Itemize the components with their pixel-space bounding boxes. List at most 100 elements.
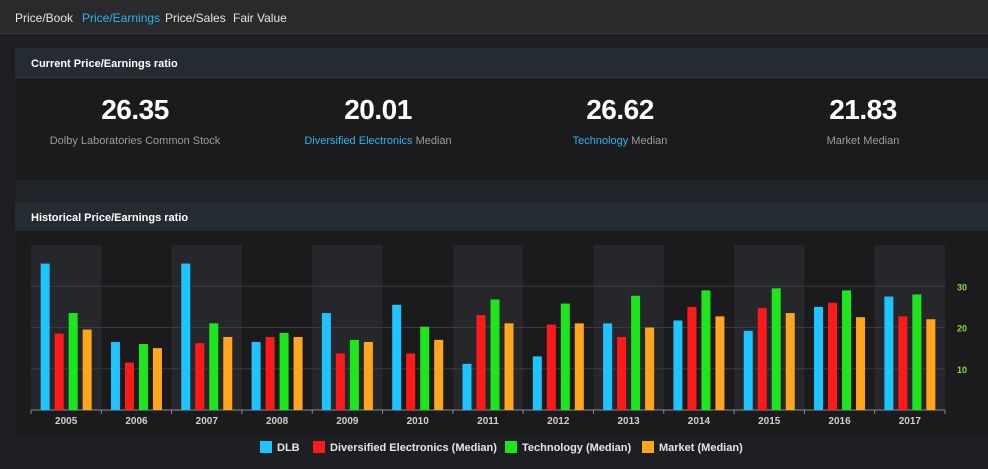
metric-label-text: Median [628, 135, 668, 147]
historical-ratio-header: Historical Price/Earnings ratio [15, 202, 988, 232]
tab-price-book[interactable]: Price/Book [15, 11, 74, 25]
tab-price-sales[interactable]: Price/Sales [165, 11, 226, 25]
x-tick-label: 2006 [125, 416, 148, 427]
y-tick-label: 30 [957, 282, 967, 292]
bar-dlb [673, 320, 683, 410]
bar-technology [68, 313, 78, 410]
x-tick-label: 2012 [547, 416, 570, 427]
bar-technology [420, 326, 430, 410]
historical-ratio-title: Historical Price/Earnings ratio [31, 212, 189, 224]
bar-market [715, 316, 725, 410]
pe-history-chart: 10 20 30 2005 2006 2007 2008 2009 2010 2011 2012 20… [15, 231, 988, 435]
bar-market [363, 341, 373, 410]
legend-swatch [505, 441, 517, 453]
bar-market [574, 323, 584, 410]
bar-dlb [321, 313, 331, 410]
legend-item-dlb[interactable]: DLB [260, 441, 300, 454]
x-tick-label: 2011 [477, 416, 499, 427]
bar-technology [490, 299, 500, 410]
x-tick-label: 2008 [266, 416, 289, 427]
tab-bar: Price/Book Price/Earnings Price/Sales Fa… [0, 0, 988, 34]
bar-technology [279, 332, 289, 410]
bar-diversified [828, 302, 838, 410]
bar-diversified [265, 336, 275, 410]
y-tick-label: 10 [957, 365, 967, 375]
legend-label: Market (Median) [659, 442, 743, 454]
x-tick-label: 2014 [688, 416, 711, 427]
bar-diversified [335, 353, 345, 410]
chart-legend: DLB Diversified Electronics (Median) Tec… [0, 441, 988, 455]
tab-fair-value[interactable]: Fair Value [233, 11, 287, 25]
legend-label: Diversified Electronics (Median) [330, 442, 497, 454]
legend-item-market[interactable]: Market (Median) [642, 441, 743, 454]
bar-technology [842, 290, 852, 410]
bar-market [504, 323, 514, 410]
x-tick-label: 2009 [336, 416, 359, 427]
bar-dlb [532, 356, 542, 410]
bar-technology [631, 295, 641, 410]
bar-dlb [884, 296, 894, 410]
x-tick-label: 2017 [899, 416, 922, 427]
bar-dlb [462, 363, 472, 410]
bar-dlb [181, 263, 191, 410]
metric-market: 21.83 Market Median [743, 94, 983, 147]
bar-market [645, 327, 655, 410]
metric-label: Diversified Electronics Median [258, 135, 498, 147]
bar-diversified [124, 362, 134, 410]
bar-market [223, 336, 233, 410]
metric-value: 26.62 [586, 94, 654, 125]
metric-label: Dolby Laboratories Common Stock [15, 135, 255, 147]
bar-market [856, 317, 866, 410]
bar-diversified [546, 324, 556, 410]
y-tick-label: 20 [957, 324, 967, 334]
current-ratio-title: Current Price/Earnings ratio [31, 58, 178, 70]
bar-diversified [476, 315, 486, 410]
bar-market [293, 336, 303, 410]
legend-item-diversified[interactable]: Diversified Electronics (Median) [313, 441, 497, 454]
metric-technology: 26.62 Technology Median [500, 94, 740, 147]
sector-link[interactable]: Technology [572, 135, 629, 147]
legend-swatch [313, 441, 325, 453]
bar-dlb [392, 304, 402, 410]
bar-diversified [54, 333, 64, 410]
metric-label: Technology Median [500, 135, 740, 147]
metric-label-text: Market Median [826, 135, 900, 147]
bar-market [152, 348, 162, 410]
industry-link[interactable]: Diversified Electronics [304, 135, 413, 147]
bar-technology [560, 303, 570, 410]
bar-dlb [110, 341, 120, 410]
legend-swatch [260, 441, 272, 453]
legend-item-technology[interactable]: Technology (Median) [505, 441, 631, 454]
section-divider [15, 180, 988, 202]
bar-technology [349, 339, 359, 410]
bar-technology [701, 290, 711, 410]
bar-diversified [687, 306, 697, 410]
bar-technology [771, 288, 781, 410]
legend-label: DLB [277, 442, 300, 454]
metric-label-text: Dolby Laboratories Common Stock [49, 135, 221, 147]
bar-technology [138, 344, 148, 410]
bar-diversified [617, 336, 627, 410]
current-ratio-header: Current Price/Earnings ratio [15, 48, 988, 78]
legend-swatch [642, 441, 654, 453]
metric-value: 20.01 [344, 94, 412, 125]
metric-dlb: 26.35 Dolby Laboratories Common Stock [15, 94, 255, 147]
x-tick-label: 2015 [758, 416, 781, 427]
metric-label: Market Median [743, 135, 983, 147]
bar-technology [209, 323, 219, 410]
x-tick-label: 2016 [828, 416, 851, 427]
bar-dlb [40, 263, 50, 410]
bar-diversified [406, 353, 416, 410]
tab-price-earnings[interactable]: Price/Earnings [82, 11, 161, 25]
bar-market [926, 319, 936, 410]
bar-market [434, 339, 444, 410]
legend-label: Technology (Median) [522, 442, 632, 454]
bar-diversified [757, 308, 767, 410]
bar-diversified [195, 343, 205, 410]
metric-diversified-electronics: 20.01 Diversified Electronics Median [258, 94, 498, 147]
bar-dlb [251, 341, 261, 410]
current-ratio-panel: 26.35 Dolby Laboratories Common Stock 20… [15, 78, 988, 180]
bar-diversified [898, 316, 908, 410]
bar-market [82, 329, 92, 410]
bar-technology [912, 294, 922, 410]
